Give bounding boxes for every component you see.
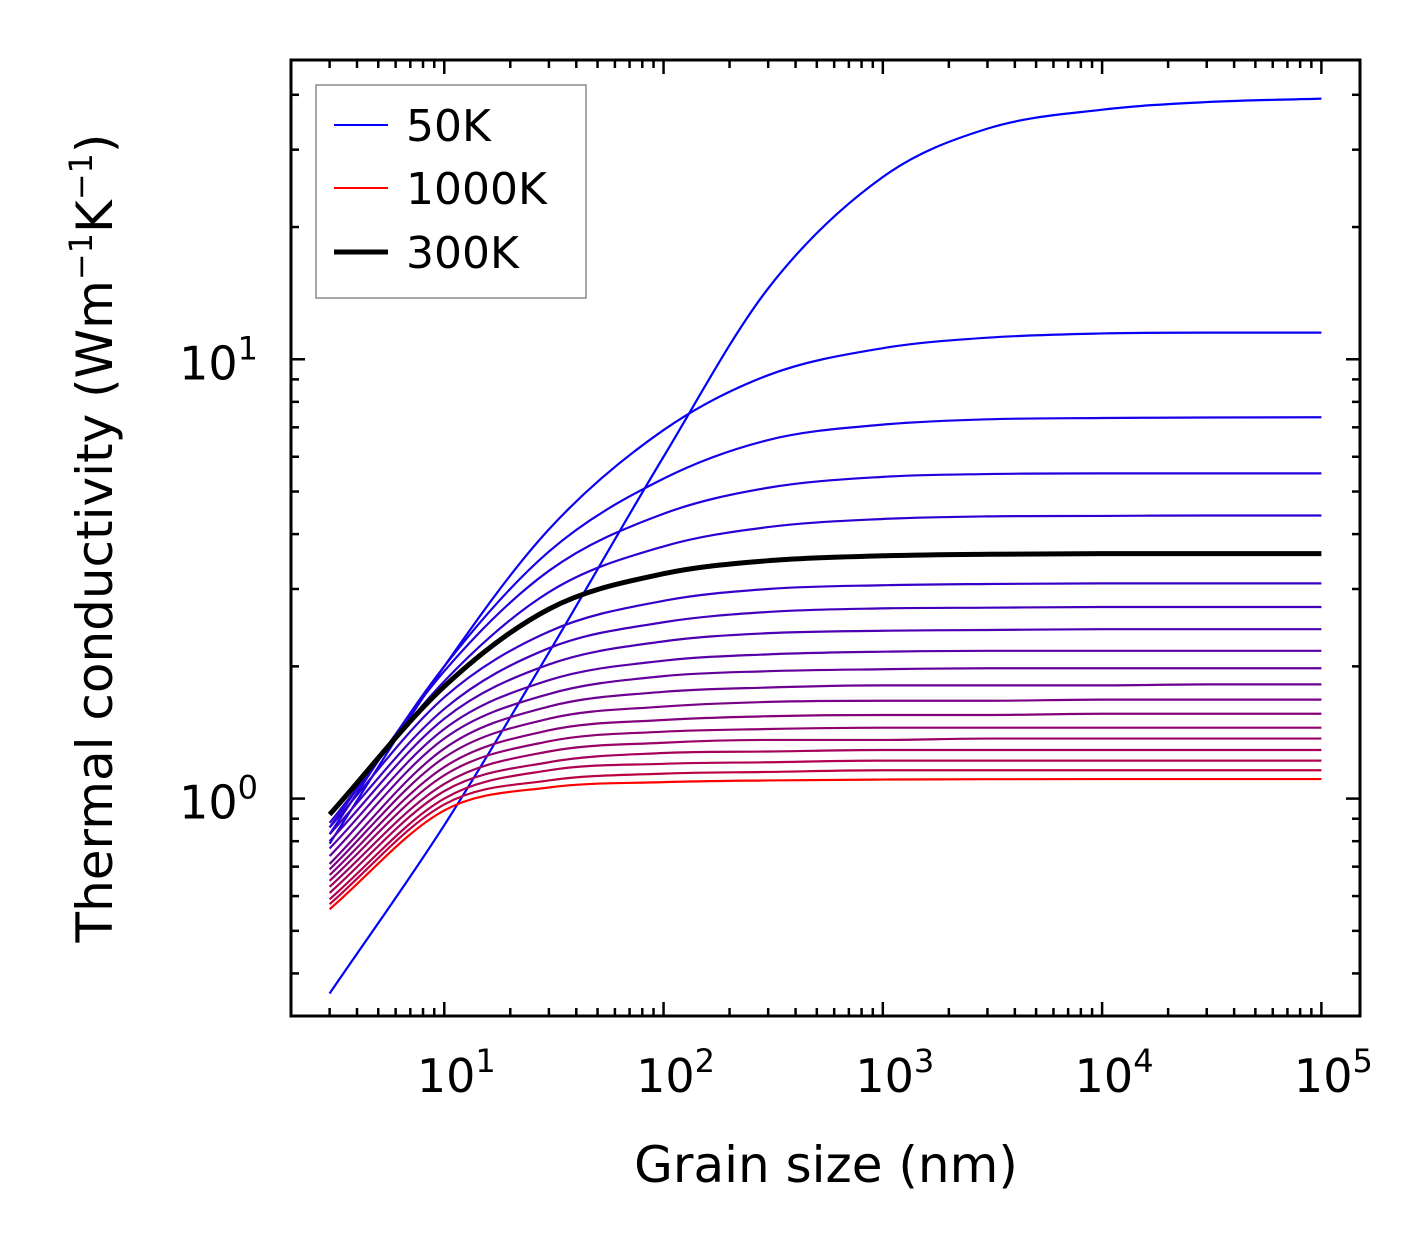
y-tick-label: 100 <box>179 769 258 830</box>
x-tick-label: 105 <box>1294 1042 1373 1103</box>
legend-label-50k: 50K <box>406 101 492 152</box>
series-line-400k <box>328 605 1322 835</box>
x-tick-label: 102 <box>636 1042 715 1103</box>
series-line-700k <box>328 712 1322 876</box>
y-axis-label: Thermal conductivity (Wm−1K−1) <box>62 134 124 944</box>
series-line-200k <box>328 472 1322 829</box>
series-line-950k <box>328 769 1322 906</box>
series-line-350k <box>328 582 1322 829</box>
series-line-300k <box>327 551 1322 817</box>
legend-box <box>315 84 587 299</box>
plot-frame <box>289 58 1362 1018</box>
series-line-50k <box>328 97 1322 995</box>
y-tick-label: 101 <box>179 329 258 390</box>
series-line-600k <box>328 683 1322 865</box>
series-line-250k <box>328 514 1322 824</box>
legend: 50K 1000K 300K <box>315 84 587 299</box>
series-line-750k <box>328 726 1322 882</box>
series-line-550k <box>328 667 1322 857</box>
x-tick-label: 103 <box>855 1042 934 1103</box>
series-line-850k <box>328 748 1322 894</box>
series-line-650k <box>328 698 1322 871</box>
series-line-100k <box>328 331 1322 845</box>
series-line-150k <box>328 416 1322 835</box>
legend-label-1000k: 1000K <box>406 164 548 215</box>
series-line-500k <box>328 649 1322 850</box>
x-axis-label: Grain size (nm) <box>634 1136 1018 1194</box>
series-layer <box>327 97 1322 995</box>
series-line-1000k <box>328 777 1322 911</box>
series-line-900k <box>328 759 1322 901</box>
x-tick-label: 104 <box>1075 1042 1154 1103</box>
series-line-450k <box>328 628 1322 842</box>
series-line-800k <box>328 737 1322 888</box>
legend-label-300k: 300K <box>406 228 520 279</box>
tick-layer <box>289 60 1360 1016</box>
x-tick-label: 101 <box>417 1042 496 1103</box>
